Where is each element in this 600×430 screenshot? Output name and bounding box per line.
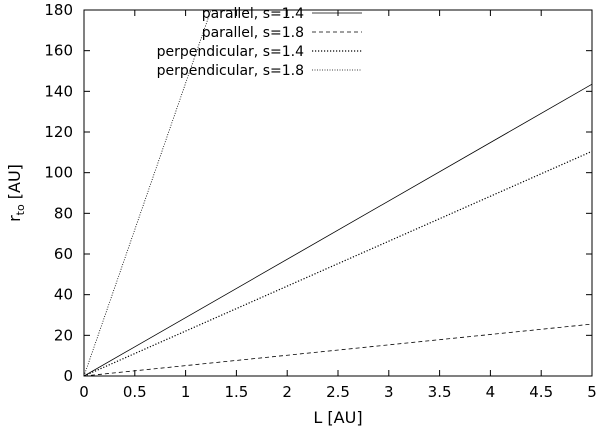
y-tick-label: 20 [54,326,73,344]
x-tick-label: 0.5 [123,383,147,401]
x-tick-label: 4 [486,383,496,401]
series-lines [83,9,593,377]
y-tick-label: 160 [44,42,73,60]
x-tick-label: 3 [384,383,394,401]
x-tick-label: 3.5 [428,383,452,401]
y-tick-label: 180 [44,1,73,19]
y-axis-title-unit: [AU] [5,164,24,204]
legend-label: parallel, s=1.4 [202,6,304,22]
series-line [83,9,212,377]
y-axis-title-subscript: to [14,204,27,215]
y-tick-label: 140 [44,82,73,100]
y-tick-label: 120 [44,123,73,141]
legend: parallel, s=1.4 parallel, s=1.8 perpendicu… [157,6,362,79]
y-tick-label: 40 [54,286,73,304]
series-line [83,323,593,377]
series-line [83,150,593,377]
x-tick-label: 4.5 [529,383,553,401]
x-axis-title: L [AU] [313,408,362,427]
y-axis-title-main: r [5,215,24,222]
x-tick-label: 1 [181,383,191,401]
x-tick-label: 1.5 [224,383,248,401]
axis-ticks: 0 0.5 1 1.5 2 2.5 3 3.5 4 4.5 5 0 20 40 60 80 100 120 140 1… [44,1,596,401]
y-axis-title: rto [AU] [5,164,27,222]
x-tick-label: 2 [282,383,292,401]
legend-label: perpendicular, s=1.8 [157,63,304,79]
y-tick-label: 60 [54,245,73,263]
series-line [83,83,593,377]
y-tick-label: 0 [63,367,73,385]
y-tick-label: 100 [44,164,73,182]
x-tick-label: 5 [587,383,597,401]
y-tick-label: 80 [54,204,73,222]
x-tick-label: 2.5 [326,383,350,401]
x-tick-label: 0 [79,383,89,401]
legend-label: parallel, s=1.8 [202,25,304,41]
legend-label: perpendicular, s=1.4 [157,44,304,60]
